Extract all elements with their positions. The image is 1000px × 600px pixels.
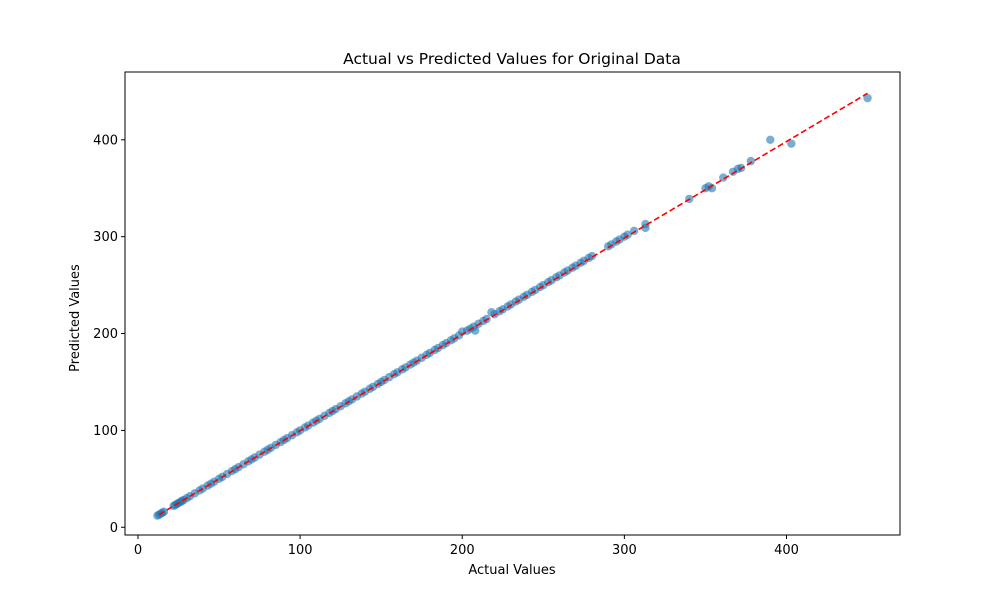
y-tick-label-300: 300 bbox=[93, 230, 118, 245]
x-tick-label-300: 300 bbox=[612, 543, 637, 558]
x-tick-label-200: 200 bbox=[450, 543, 475, 558]
reference-line bbox=[158, 92, 868, 516]
data-point bbox=[707, 184, 717, 193]
y-tick-label-0: 0 bbox=[110, 521, 118, 536]
y-tick-label-100: 100 bbox=[93, 424, 118, 439]
data-point bbox=[587, 251, 597, 261]
x-tick-label-400: 400 bbox=[774, 543, 799, 558]
data-point bbox=[863, 93, 872, 103]
chart-title: Actual vs Predicted Values for Original … bbox=[343, 50, 681, 68]
x-tick-label-0: 0 bbox=[134, 543, 142, 558]
x-axis-label: Actual Values bbox=[468, 563, 556, 578]
plot-area: 0 100 200 300 400 0 100 200 300 400 bbox=[93, 71, 901, 558]
y-tick-label-200: 200 bbox=[93, 327, 118, 342]
data-point bbox=[719, 173, 728, 182]
y-axis-label: Predicted Values bbox=[68, 264, 83, 372]
axes-frame bbox=[124, 71, 901, 536]
data-point bbox=[766, 135, 775, 145]
data-point bbox=[787, 139, 796, 148]
y-tick-label-400: 400 bbox=[93, 133, 118, 148]
x-tick-label-100: 100 bbox=[288, 543, 313, 558]
